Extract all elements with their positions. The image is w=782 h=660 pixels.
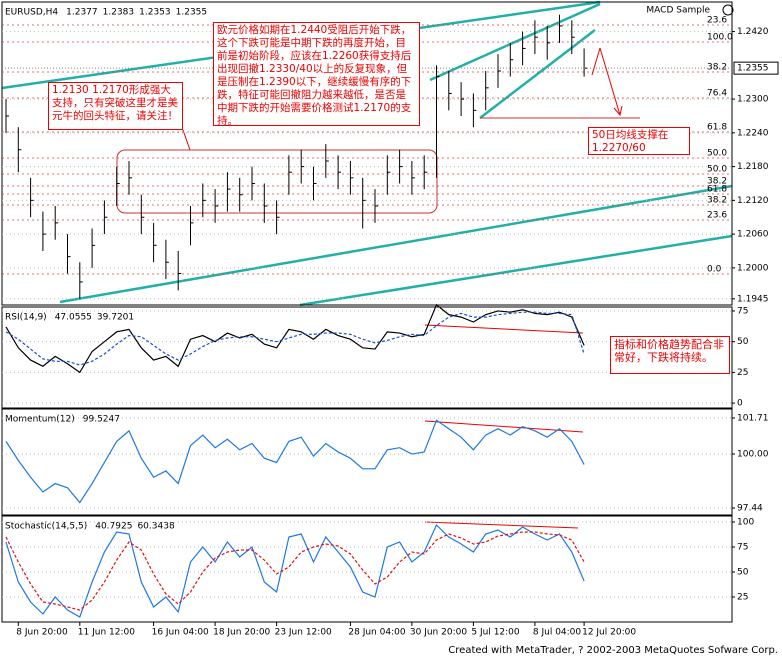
expert-name: MACD Sample (646, 6, 710, 16)
y-tick-label: 100.00 (737, 450, 769, 460)
y-tick-label: 1.2180 (737, 162, 769, 172)
fib-label: 0.0 (707, 265, 722, 275)
y-tick-label: 1.1945 (737, 294, 769, 304)
fib-label: 100.0 (707, 33, 733, 43)
fib-label: 50.0 (707, 149, 727, 159)
annotation: 指标和价格趋势配合非常好，下跌将持续。 (610, 336, 730, 374)
header-value: 1.2353 (139, 8, 171, 18)
y-tick-label: 25 (737, 593, 748, 603)
panel-frame (1, 1, 733, 306)
x-tick-label: 16 Jun 04:00 (152, 628, 209, 638)
x-tick-label: 18 Jun 20:00 (213, 628, 270, 638)
x-tick-label: 11 Jun 12:00 (78, 628, 135, 638)
fib-label: 38.2 (707, 177, 727, 187)
header-value: 1.2383 (103, 8, 135, 18)
header-value: 99.5247 (83, 415, 120, 425)
x-tick-label: 8 Jul 04:00 (533, 628, 582, 638)
x-tick-label: 12 Jul 20:00 (582, 628, 636, 638)
last-price-box (733, 61, 779, 75)
indicator-line (5, 419, 585, 504)
y-tick-label: 50 (737, 337, 749, 347)
x-tick-label: 8 Jun 20:00 (16, 628, 68, 638)
panel-title: RSI(14,9) (5, 313, 47, 323)
trend-line (59, 184, 733, 304)
panel-title: Momentum(12) (5, 415, 75, 425)
y-tick-label: 0 (737, 399, 743, 409)
fib-label: 38.2 (707, 63, 727, 73)
panel-frame (1, 408, 733, 516)
header-value: 47.0555 (55, 313, 92, 323)
indicator-line (5, 531, 585, 611)
annotation: 1.2130 1.2170形成强大支持，只有突破这里才是美元牛的回头特征，请关注… (48, 82, 183, 130)
y-tick-label: 1.2060 (737, 230, 769, 240)
header-value: 39.7201 (97, 313, 134, 323)
y-tick-label: 101.71 (737, 413, 769, 423)
panel-frame (1, 515, 733, 623)
fib-label: 23.6 (707, 211, 727, 221)
indicator-line (5, 303, 585, 374)
y-tick-label: 1.2420 (737, 27, 769, 37)
y-tick-label: 50 (737, 568, 749, 578)
header-value: 1.2377 (66, 8, 98, 18)
y-tick-label: 1.2240 (737, 128, 769, 138)
y-tick-label: 1.2120 (737, 196, 769, 206)
panel-title: EURUSD,H4 (5, 8, 58, 18)
arrow-head (613, 105, 623, 117)
y-tick-label: 100 (737, 518, 754, 528)
fib-label: 61.8 (707, 185, 727, 195)
y-tick-label: 97.44 (737, 504, 763, 514)
y-tick-label: 25 (737, 368, 748, 378)
callout-line (182, 129, 191, 151)
x-tick-label: 5 Jul 12:00 (471, 628, 520, 638)
trend-line (429, 2, 601, 82)
trend-line (479, 29, 596, 119)
fib-label: 76.4 (707, 89, 727, 99)
indicator-line (5, 311, 585, 366)
y-tick-label: 75 (737, 543, 748, 553)
last-price-label: 1.2355 (737, 64, 769, 74)
x-tick-label: 23 Jun 12:00 (275, 628, 332, 638)
panel-title: Stochastic(14,5,5) (5, 522, 87, 532)
footer: Created with MetaTrader, ? 2002-2003 Met… (448, 645, 778, 656)
panel-frame (1, 306, 733, 409)
fib-label: 23.6 (707, 16, 727, 26)
trend-line (299, 234, 733, 307)
divergence-line (424, 324, 584, 334)
x-tick-label: 28 Jun 04:00 (348, 628, 405, 638)
fib-label: 61.8 (707, 123, 727, 133)
expert-icon (722, 4, 734, 16)
y-tick-label: 75 (737, 306, 748, 316)
arrow (591, 47, 601, 76)
header-value: 40.7925 (95, 522, 132, 532)
arrow (599, 47, 621, 116)
indicator-line (5, 523, 585, 618)
divergence-line (424, 521, 579, 529)
header-value: 1.2355 (176, 8, 208, 18)
divergence-line (424, 420, 584, 433)
y-tick-label: 1.2000 (737, 263, 769, 273)
x-tick-label: 30 Jun 20:00 (410, 628, 467, 638)
fib-label: 50.0 (707, 165, 727, 175)
annotation: 欧元价格如期在1.2440受阻后开始下跌，这个下跌可能是中期下跌的再度开始，目前… (213, 22, 420, 127)
annotation: 50日均线支撑在1.2270/60 (588, 127, 690, 155)
header-value: 60.3438 (137, 522, 174, 532)
fib-label: 38.2 (707, 196, 727, 206)
y-tick-label: 1.2300 (737, 95, 769, 105)
